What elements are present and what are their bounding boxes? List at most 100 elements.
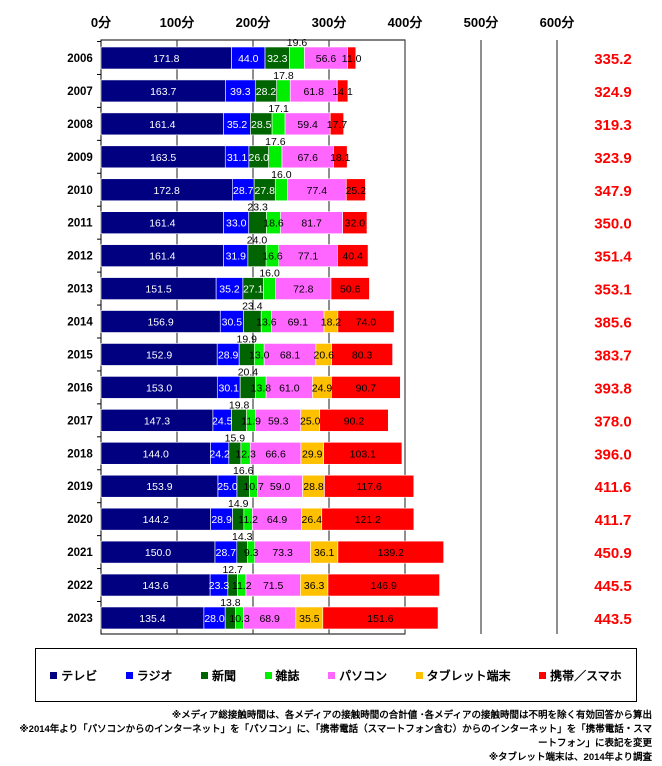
legend-item: タブレット端末	[415, 667, 511, 684]
data-label: 151.5	[145, 284, 171, 296]
data-label: 19.9	[237, 333, 258, 345]
bar-segment	[333, 145, 348, 169]
data-label: 40.4	[342, 251, 363, 263]
data-label: 28.9	[218, 349, 239, 361]
data-label: 18.1	[330, 152, 351, 164]
total-label: 353.1	[594, 282, 632, 299]
data-label: 27.8	[254, 185, 275, 197]
data-label: 144.2	[143, 514, 169, 526]
data-label: 61.0	[279, 382, 300, 394]
bar-segment	[337, 540, 444, 564]
bar-segment	[327, 573, 440, 597]
y-tick-label: 2012	[67, 251, 93, 263]
data-label: 161.4	[149, 119, 175, 131]
total-label: 445.5	[594, 578, 632, 595]
data-label: 29.9	[302, 448, 323, 460]
bar-segment	[324, 474, 415, 498]
data-label: 28.9	[211, 514, 232, 526]
data-label: 10.3	[229, 613, 250, 625]
data-label: 69.1	[288, 317, 309, 329]
data-label: 67.6	[298, 152, 319, 164]
legend-label: ラジオ	[136, 668, 173, 683]
x-tick-label: 500分	[464, 15, 499, 30]
data-label: 30.5	[222, 317, 243, 329]
data-label: 161.4	[149, 251, 175, 263]
data-label: 59.0	[270, 481, 291, 493]
total-label: 378.0	[594, 413, 632, 430]
data-label: 26.4	[302, 514, 323, 526]
data-label: 18.2	[321, 317, 342, 329]
data-label: 72.8	[293, 284, 314, 296]
total-label: 351.4	[594, 249, 632, 266]
data-label: 80.3	[352, 349, 373, 361]
data-label: 36.1	[314, 547, 335, 559]
data-label: 28.0	[204, 613, 225, 625]
total-label: 350.0	[594, 216, 632, 233]
data-label: 144.0	[143, 448, 169, 460]
note-3: ※タブレット端末は、2014年より調査	[488, 752, 652, 763]
data-label: 90.2	[344, 415, 365, 427]
data-label: 19.6	[287, 37, 308, 49]
data-label: 11.2	[232, 580, 252, 592]
data-label: 19.8	[229, 399, 250, 411]
bar-segment	[329, 112, 344, 136]
data-label: 10.7	[243, 481, 264, 493]
legend-swatch	[539, 671, 547, 679]
data-label: 16.6	[233, 465, 254, 477]
data-label: 13.0	[249, 349, 270, 361]
data-label: 17.1	[268, 103, 289, 115]
note-1: ※メディア総接触時間は、各メディアの接触時間の合計値 ･各メディアの接触時間は不…	[171, 710, 652, 721]
y-tick-label: 2007	[67, 86, 93, 98]
bar-segment	[322, 606, 439, 630]
legend-label: タブレット端末	[426, 668, 511, 683]
data-label: 172.8	[154, 185, 180, 197]
y-tick-label: 2006	[67, 53, 93, 65]
data-label: 61.8	[304, 86, 325, 98]
x-tick-label: 600分	[540, 15, 575, 30]
data-label: 31.1	[227, 152, 248, 164]
data-label: 12.3	[235, 448, 256, 460]
data-label: 44.0	[238, 53, 259, 65]
total-label: 324.9	[594, 84, 632, 101]
bar-segment	[263, 277, 276, 300]
data-label: 11.0	[342, 53, 362, 65]
data-label: 71.5	[263, 580, 284, 592]
bar-segment	[336, 79, 349, 103]
total-label: 393.8	[594, 380, 632, 397]
legend-label: パソコン	[339, 668, 388, 683]
total-label: 383.7	[594, 347, 632, 364]
data-label: 24.5	[212, 415, 233, 427]
data-label: 36.3	[304, 580, 325, 592]
legend-item: 携帯／スマホ	[539, 667, 622, 684]
legend-item: テレビ	[50, 667, 97, 684]
data-label: 28.2	[256, 86, 277, 98]
total-label: 411.7	[595, 512, 632, 529]
data-label: 25.0	[217, 481, 238, 493]
data-label: 11.2	[238, 514, 258, 526]
data-label: 24.0	[247, 235, 268, 247]
data-label: 32.3	[267, 53, 288, 65]
bar-segment	[347, 46, 357, 70]
x-tick-label: 100分	[160, 15, 195, 30]
y-tick-label: 2018	[67, 448, 93, 460]
data-label: 143.6	[142, 580, 168, 592]
bar-segment	[323, 441, 403, 465]
total-label: 385.6	[594, 315, 632, 332]
total-label: 450.9	[594, 545, 632, 562]
y-tick-label: 2022	[67, 580, 93, 592]
x-tick-label: 400分	[388, 15, 423, 30]
data-label: 77.4	[307, 185, 328, 197]
legend: テレビ ラジオ 新聞 雑誌 パソコン タブレット端末 携帯／スマホ	[35, 648, 637, 702]
data-label: 163.7	[150, 86, 176, 98]
data-label: 33.0	[226, 218, 247, 230]
data-label: 12.7	[222, 564, 243, 576]
legend-label: 携帯／スマホ	[550, 668, 622, 683]
bar-segment	[321, 507, 415, 531]
notes: ※メディア総接触時間は、各メディアの接触時間の合計値 ･各メディアの接触時間は不…	[10, 709, 652, 765]
data-label: 35.5	[299, 613, 320, 625]
data-label: 24.9	[312, 382, 333, 394]
legend-swatch	[50, 671, 58, 679]
data-label: 121.2	[355, 514, 381, 526]
legend-swatch	[415, 671, 423, 679]
data-label: 152.9	[146, 349, 172, 361]
